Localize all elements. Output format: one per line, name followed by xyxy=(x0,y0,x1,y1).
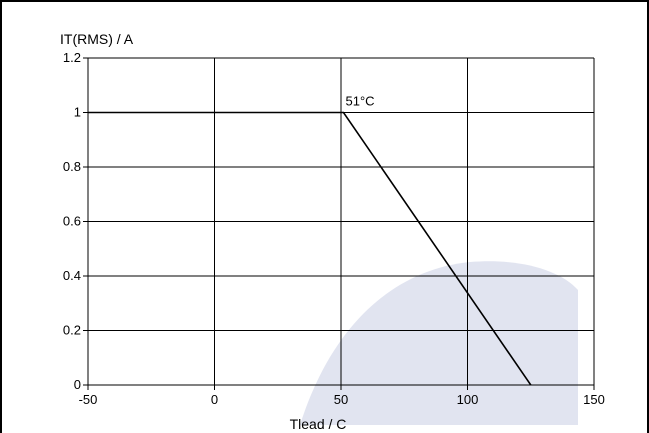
x-tick-label: 50 xyxy=(334,392,348,407)
y-tick-label: 0.4 xyxy=(63,268,81,283)
annotation-layer: 51°C xyxy=(346,94,375,109)
y-tick-label: 1.2 xyxy=(63,50,81,65)
x-axis-label: Tlead / C xyxy=(290,416,347,432)
y-tick-label: 0 xyxy=(74,377,81,392)
y-axis-ticks: 0 0.2 0.4 0.6 0.8 1 1.2 xyxy=(63,50,88,392)
y-tick-label: 0.8 xyxy=(63,159,81,174)
y-tick-label: 1 xyxy=(74,105,81,120)
x-tick-label: 0 xyxy=(211,392,218,407)
x-tick-label: 150 xyxy=(583,392,605,407)
x-tick-label: 100 xyxy=(457,392,479,407)
annotation-label: 51°C xyxy=(346,94,375,109)
y-tick-label: 0.6 xyxy=(63,214,81,229)
y-axis-label: IT(RMS) / A xyxy=(60,31,134,47)
series-line xyxy=(88,111,532,386)
series-layer xyxy=(88,111,532,386)
watermark-shape xyxy=(300,261,578,425)
y-tick-label: 0.2 xyxy=(63,323,81,338)
x-tick-label: -50 xyxy=(79,392,98,407)
x-axis-ticks: -50 0 50 100 150 xyxy=(79,385,605,407)
